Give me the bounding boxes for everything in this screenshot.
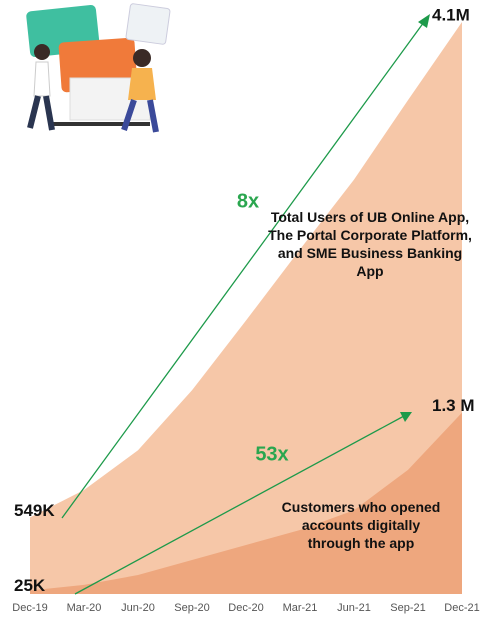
illustration	[26, 3, 171, 132]
x-tick-label: Dec-21	[444, 602, 479, 614]
x-tick-label: Dec-19	[12, 602, 47, 614]
x-tick-label: Sep-20	[174, 602, 209, 614]
x-tick-label: Dec-20	[228, 602, 263, 614]
x-tick-label: Mar-21	[283, 602, 318, 614]
arrowhead	[418, 14, 430, 28]
page: 8x 53x 549K 4.1M 25K 1.3 M Dec-19 Mar-20 Jun-2…	[0, 0, 483, 617]
series-label: Total Users of UB Online App, The Portal…	[268, 208, 472, 280]
x-tick-label: Mar-20	[67, 602, 102, 614]
x-tick-label: Sep-21	[390, 602, 425, 614]
value-label: 1.3 M	[432, 396, 475, 415]
value-label: 4.1M	[432, 5, 470, 24]
annotation: 53x	[255, 443, 288, 465]
value-label: 25K	[14, 576, 46, 595]
annotation: 8x	[237, 190, 259, 212]
x-tick-label: Jun-21	[337, 602, 371, 614]
series-label: Customers who opened accounts digitally …	[276, 498, 446, 552]
value-label: 549K	[14, 501, 55, 520]
x-tick-label: Jun-20	[121, 602, 155, 614]
